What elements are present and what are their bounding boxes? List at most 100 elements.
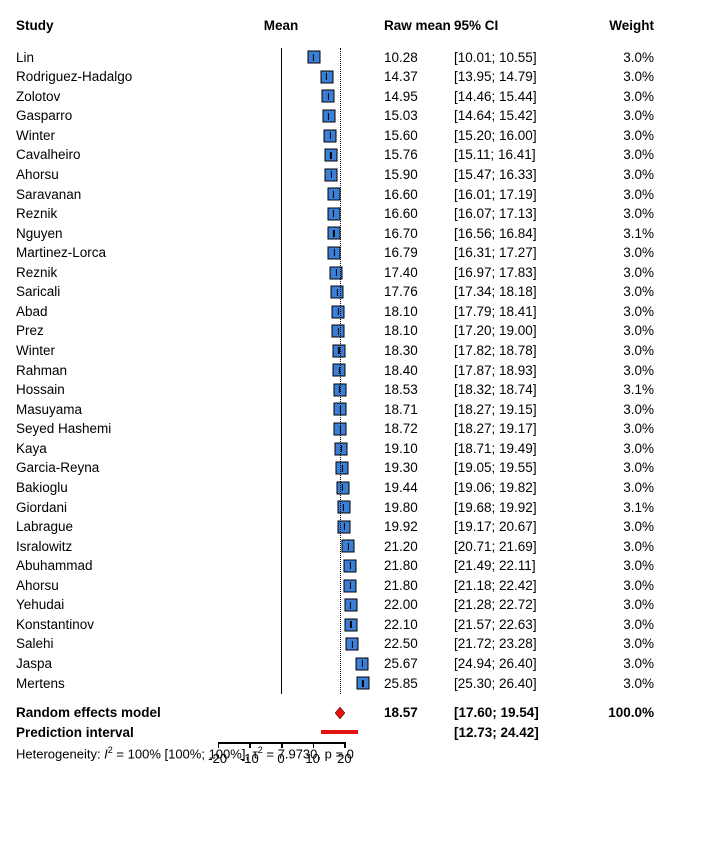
forest-marker-cell [186, 87, 376, 106]
ci-value: [19.17; 20.67] [454, 517, 584, 537]
square-marker-icon [346, 638, 359, 651]
forest-marker-cell [186, 576, 376, 595]
random-effects-weight: 100.0% [584, 703, 654, 723]
hdr-mean: Mean [186, 16, 376, 35]
weight-value: 3.0% [584, 615, 654, 635]
raw-mean-value: 14.37 [376, 67, 454, 87]
study-row: Giordani19.80[19.68; 19.92]3.1% [16, 498, 692, 518]
raw-mean-value: 25.67 [376, 654, 454, 674]
raw-mean-value: 18.40 [376, 361, 454, 381]
weight-value: 3.0% [584, 263, 654, 283]
study-name: Masuyama [16, 400, 186, 420]
square-marker-icon [324, 149, 337, 162]
forest-marker-cell [186, 224, 376, 243]
ci-value: [15.11; 16.41] [454, 145, 584, 165]
study-row: Rahman18.40[17.87; 18.93]3.0% [16, 361, 692, 381]
ci-value: [16.01; 17.19] [454, 185, 584, 205]
study-row: Seyed Hashemi18.72[18.27; 19.17]3.0% [16, 419, 692, 439]
raw-mean-value: 22.00 [376, 595, 454, 615]
square-marker-icon [307, 51, 320, 64]
study-name: Jaspa [16, 654, 186, 674]
study-name: Hossain [16, 380, 186, 400]
ci-value: [16.31; 17.27] [454, 243, 584, 263]
forest-marker-cell [186, 635, 376, 654]
heterogeneity-text: Heterogeneity: I2 = 100% [100%; 100%], τ… [16, 744, 354, 764]
ci-value: [17.20; 19.00] [454, 321, 584, 341]
raw-mean-value: 22.50 [376, 634, 454, 654]
ci-value: [15.20; 16.00] [454, 126, 584, 146]
ci-value: [19.68; 19.92] [454, 498, 584, 518]
study-rows-container: Lin10.28[10.01; 10.55]3.0%Rodriguez-Hada… [16, 48, 692, 694]
weight-value: 3.0% [584, 67, 654, 87]
weight-value: 3.0% [584, 576, 654, 596]
square-marker-icon [356, 657, 369, 670]
weight-value: 3.0% [584, 556, 654, 576]
study-row: Zolotov14.95[14.46; 15.44]3.0% [16, 87, 692, 107]
heterogeneity-row: Heterogeneity: I2 = 100% [100%; 100%], τ… [16, 742, 692, 782]
study-row: Winter18.30[17.82; 18.78]3.0% [16, 341, 692, 361]
weight-value: 3.0% [584, 458, 654, 478]
ci-value: [21.72; 23.28] [454, 634, 584, 654]
study-name: Seyed Hashemi [16, 419, 186, 439]
forest-marker-cell [186, 556, 376, 575]
square-marker-icon [325, 168, 338, 181]
study-row: Saravanan16.60[16.01; 17.19]3.0% [16, 185, 692, 205]
raw-mean-value: 18.10 [376, 321, 454, 341]
study-name: Labrague [16, 517, 186, 537]
study-name: Abuhammad [16, 556, 186, 576]
ci-value: [19.05; 19.55] [454, 458, 584, 478]
forest-marker-cell [186, 243, 376, 262]
forest-marker-cell [186, 478, 376, 497]
weight-value: 3.0% [584, 126, 654, 146]
raw-mean-value: 19.44 [376, 478, 454, 498]
raw-mean-value: 10.28 [376, 48, 454, 68]
ci-value: [17.82; 18.78] [454, 341, 584, 361]
study-name: Saravanan [16, 185, 186, 205]
forest-marker-cell [186, 380, 376, 399]
weight-value: 3.0% [584, 634, 654, 654]
raw-mean-value: 19.80 [376, 498, 454, 518]
weight-value: 3.0% [584, 48, 654, 68]
weight-value: 3.1% [584, 224, 654, 244]
square-marker-icon [337, 501, 350, 514]
study-name: Bakioglu [16, 478, 186, 498]
weight-value: 3.0% [584, 419, 654, 439]
forest-marker-cell [186, 361, 376, 380]
forest-marker-cell [186, 615, 376, 634]
study-name: Martinez-Lorca [16, 243, 186, 263]
weight-value: 3.0% [584, 282, 654, 302]
random-effects-ci: [17.60; 19.54] [454, 703, 584, 723]
raw-mean-value: 15.76 [376, 145, 454, 165]
hdr-weight: Weight [584, 16, 654, 36]
study-row: Kaya19.10[18.71; 19.49]3.0% [16, 439, 692, 459]
prediction-cell [186, 723, 376, 742]
forest-marker-cell [186, 674, 376, 693]
ci-value: [21.49; 22.11] [454, 556, 584, 576]
forest-marker-cell [186, 48, 376, 67]
forest-marker-cell [186, 517, 376, 536]
study-row: Martinez-Lorca16.79[16.31; 17.27]3.0% [16, 243, 692, 263]
ci-value: [18.27; 19.17] [454, 419, 584, 439]
forest-marker-cell [186, 420, 376, 439]
study-name: Winter [16, 126, 186, 146]
study-name: Rahman [16, 361, 186, 381]
ci-value: [21.28; 22.72] [454, 595, 584, 615]
random-effects-row: Random effects model 18.57 [17.60; 19.54… [16, 703, 692, 723]
weight-value: 3.0% [584, 302, 654, 322]
weight-value: 3.0% [584, 478, 654, 498]
raw-mean-value: 15.60 [376, 126, 454, 146]
ci-value: [24.94; 26.40] [454, 654, 584, 674]
hdr-raw-mean: Raw mean [376, 16, 454, 36]
square-marker-icon [327, 227, 340, 240]
ci-value: [15.47; 16.33] [454, 165, 584, 185]
square-marker-icon [322, 90, 335, 103]
diamond-icon [335, 707, 345, 719]
hdr-study: Study [16, 16, 186, 36]
study-row: Lin10.28[10.01; 10.55]3.0% [16, 48, 692, 68]
weight-value: 3.0% [584, 537, 654, 557]
study-name: Zolotov [16, 87, 186, 107]
square-marker-icon [338, 520, 351, 533]
study-name: Gasparro [16, 106, 186, 126]
weight-value: 3.0% [584, 400, 654, 420]
study-name: Isralowitz [16, 537, 186, 557]
